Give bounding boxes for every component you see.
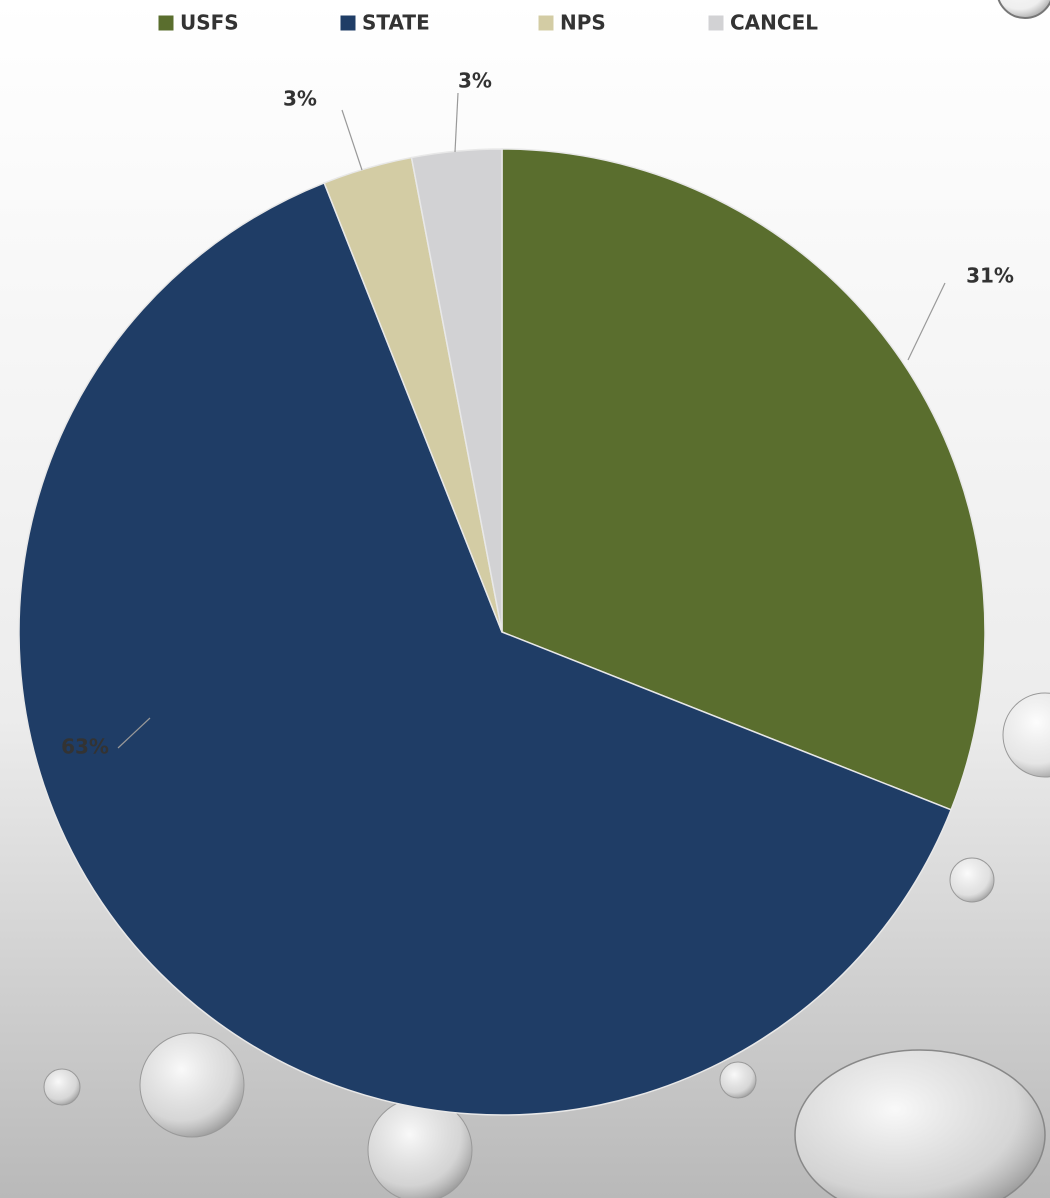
leader-line: [907, 282, 946, 361]
legend-marker: [157, 14, 175, 32]
legend-label: USFS: [180, 11, 239, 35]
leader-line: [454, 92, 459, 153]
legend-marker: [707, 14, 725, 32]
data-label: 31%: [966, 264, 1014, 288]
data-label: 63%: [61, 735, 109, 759]
pie-slice: [501, 148, 986, 811]
legend-label: CANCEL: [730, 11, 818, 35]
legend-marker: [537, 14, 555, 32]
data-label: 3%: [458, 69, 492, 93]
pie: 31% 63% 3% 3%: [18, 69, 1014, 1116]
legend-marker: [339, 14, 357, 32]
legend-label: STATE: [362, 11, 430, 35]
data-label: 3%: [283, 87, 317, 111]
decoration: [43, 0, 1050, 1198]
leader-line: [341, 109, 363, 171]
legend: USFS STATE NPS CANCEL: [157, 11, 818, 35]
pie-slice: [410, 148, 503, 633]
leader-line: [117, 717, 151, 749]
pie-slice: [18, 181, 953, 1116]
legend-label: NPS: [560, 11, 606, 35]
